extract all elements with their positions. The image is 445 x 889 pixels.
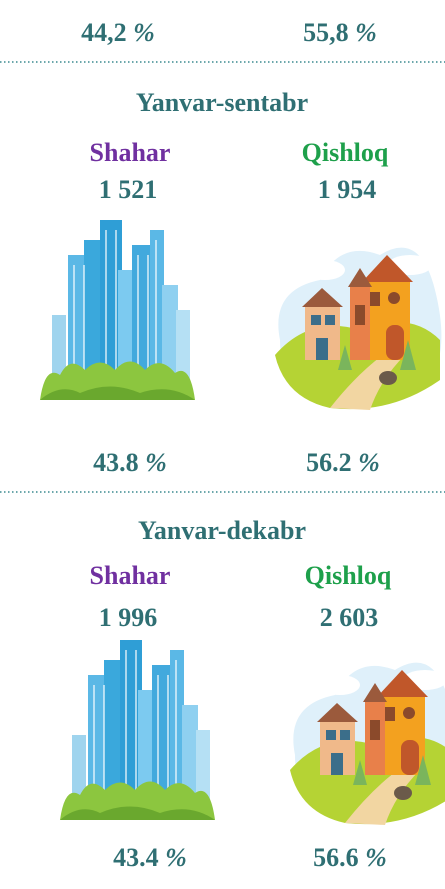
urban-count: 1 996 xyxy=(99,603,158,632)
urban-label: Shahar xyxy=(90,138,171,167)
share-rural: 56.2 % xyxy=(306,448,380,477)
city-image xyxy=(40,220,195,400)
share-urban: 43.8 % xyxy=(93,448,167,477)
rural-label: Qishloq xyxy=(302,138,389,167)
city-image xyxy=(60,640,215,820)
village-image xyxy=(275,248,441,410)
urban-count: 1 521 xyxy=(99,175,158,204)
urban-label: Shahar xyxy=(90,561,171,590)
infographic: 44,2 % 55,8 % Yanvar-sentabr Shahar Qish… xyxy=(0,0,445,889)
period-title: Yanvar-sentabr xyxy=(136,88,308,117)
rural-count: 2 603 xyxy=(320,603,379,632)
rural-label: Qishloq xyxy=(305,561,392,590)
period-title: Yanvar-dekabr xyxy=(138,516,306,545)
share-urban: 43.4 % xyxy=(113,843,187,872)
share-rural: 55,8 % xyxy=(303,18,377,47)
share-rural: 56.6 % xyxy=(313,843,387,872)
rural-count: 1 954 xyxy=(318,175,377,204)
village-image xyxy=(290,663,445,825)
share-urban: 44,2 % xyxy=(81,18,155,47)
